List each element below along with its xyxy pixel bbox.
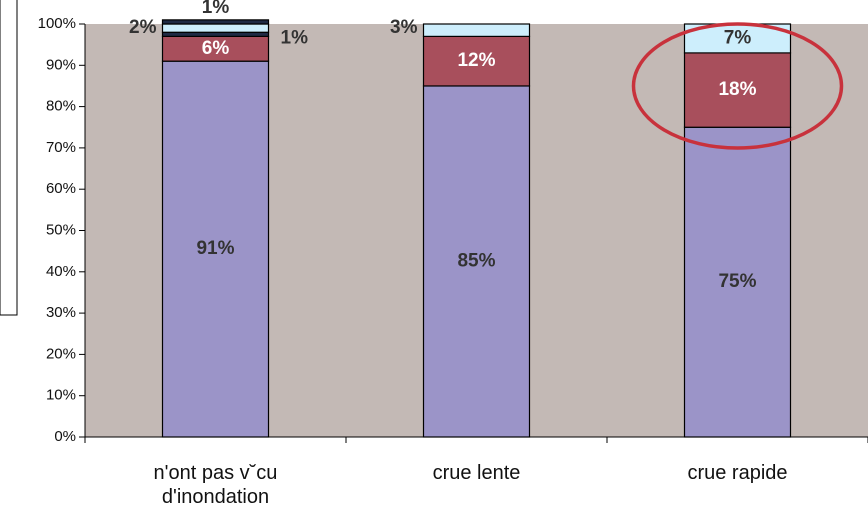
highlight-circle [631, 22, 844, 150]
data-label: 91% [196, 238, 234, 259]
data-label: 1% [202, 0, 230, 18]
data-label: 12% [457, 50, 495, 71]
x-tick-label: crue lente [432, 462, 521, 484]
bar-segment [683, 52, 792, 128]
y-tick-label: 90% [46, 56, 76, 73]
bar-segment [161, 35, 270, 62]
y-tick-label: 50% [46, 221, 76, 238]
y-tick-label: 20% [46, 345, 76, 362]
y-tick-label: 30% [46, 304, 76, 321]
bar-segment [422, 35, 531, 87]
bar-segment [161, 31, 270, 37]
legend-box [0, 0, 18, 316]
data-label: 1% [281, 27, 309, 48]
data-label: 2% [129, 17, 157, 38]
bar-segment [161, 23, 270, 33]
bar-segment [161, 19, 270, 25]
data-label: 85% [457, 250, 495, 271]
y-tick-label: 70% [46, 139, 76, 156]
data-label: 75% [718, 271, 756, 292]
y-tick-label: 10% [46, 387, 76, 404]
bar-segment [683, 126, 792, 438]
data-label: 7% [724, 27, 752, 48]
bar-segment [422, 85, 531, 438]
y-tick-label: 60% [46, 180, 76, 197]
data-label: 3% [390, 17, 418, 38]
x-tick-label: crue rapide [687, 462, 788, 484]
data-label: 18% [718, 79, 756, 100]
y-tick-label: 100% [38, 15, 76, 32]
y-tick-label: 80% [46, 98, 76, 115]
x-tick-label: n'ont pas v˘cu d'inondation [153, 462, 278, 508]
bar-segment [422, 23, 531, 37]
y-tick-label: 40% [46, 263, 76, 280]
data-label: 6% [202, 38, 230, 59]
y-tick-label: 0% [54, 428, 76, 445]
